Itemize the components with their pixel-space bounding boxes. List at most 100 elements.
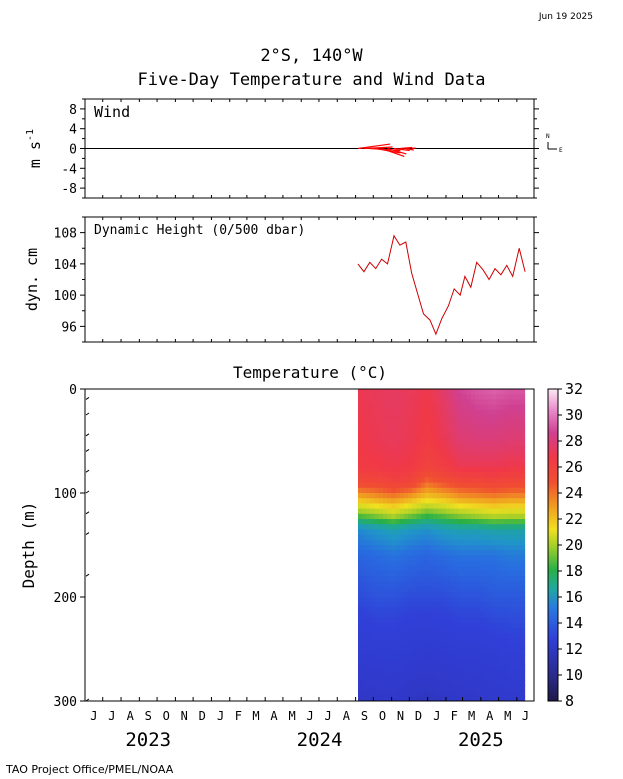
temp-cell: [458, 612, 464, 619]
temp-cell: [387, 513, 392, 520]
temp-cell: [487, 435, 493, 442]
temp-cell: [462, 539, 468, 546]
temp-cell: [454, 529, 459, 536]
temp-cell: [391, 690, 397, 697]
temp-cell: [458, 425, 464, 432]
temp-cell: [466, 565, 472, 572]
month-label: M: [504, 709, 511, 723]
temp-cell: [466, 550, 472, 556]
temp-cell: [420, 555, 426, 562]
temp-cell: [416, 415, 422, 421]
temp-ytick-label: 300: [54, 695, 77, 710]
temp-cell: [408, 680, 413, 686]
temp-cell: [441, 409, 447, 416]
temp-cell: [495, 617, 501, 624]
temp-cell: [479, 565, 484, 572]
temp-cell: [516, 633, 522, 640]
temp-cell: [474, 550, 480, 556]
temp-cell: [403, 399, 409, 406]
temp-cell: [374, 446, 380, 452]
temp-cell: [458, 581, 464, 588]
temp-cell: [479, 591, 484, 598]
temp-cell: [445, 493, 451, 499]
month-label: F: [235, 709, 242, 723]
temp-cell: [487, 664, 493, 671]
temp-cell: [462, 404, 468, 411]
temp-cell: [445, 482, 451, 489]
temp-cell: [399, 550, 405, 556]
temp-cell: [437, 695, 443, 701]
temp-cell: [512, 675, 518, 681]
temp-cell: [520, 446, 526, 452]
temp-cell: [412, 576, 418, 582]
temp-cell: [412, 607, 418, 614]
temp-cell: [357, 581, 363, 588]
temp-cell: [395, 638, 401, 645]
temp-cell: [470, 503, 476, 510]
temp-cell: [516, 545, 522, 551]
temp-cell: [366, 534, 372, 541]
temp-cell: [424, 493, 430, 499]
temp-cell: [466, 675, 472, 681]
temp-cell: [470, 399, 476, 406]
temp-cell: [466, 654, 472, 660]
temp-cell: [399, 425, 405, 432]
temp-cell: [441, 633, 447, 640]
temp-cell: [378, 415, 384, 421]
temp-cell: [395, 425, 401, 432]
temp-cell: [362, 539, 367, 546]
temp-cell: [504, 664, 510, 671]
temp-cell: [491, 404, 497, 411]
temp-cell: [495, 451, 501, 458]
temp-cell: [483, 545, 489, 551]
temp-cell: [491, 643, 497, 650]
temp-cell: [420, 513, 426, 520]
temp-cell: [516, 524, 522, 530]
temp-cell: [424, 617, 430, 624]
temp-cell: [441, 565, 447, 572]
temp-cell: [399, 409, 405, 416]
temp-cell: [370, 456, 376, 463]
temp-cell: [483, 534, 489, 541]
temp-cell: [408, 461, 413, 468]
temp-cell: [437, 430, 443, 437]
wind-vector: [387, 147, 407, 155]
temp-cell: [408, 638, 413, 645]
temp-cell: [441, 482, 447, 489]
temp-cell: [470, 420, 476, 426]
temp-cell: [429, 435, 434, 442]
temp-cell: [395, 581, 401, 588]
temp-cell: [378, 607, 384, 614]
temp-cell: [362, 482, 367, 489]
temp-cell: [416, 545, 422, 551]
temp-cell: [378, 664, 384, 671]
temp-cell: [520, 638, 526, 645]
temp-cell: [391, 503, 397, 510]
temp-cell: [500, 430, 505, 437]
temp-cell: [508, 441, 514, 447]
temp-cell: [362, 649, 367, 655]
temp-cell: [458, 659, 464, 666]
temp-cell: [520, 685, 526, 692]
temp-cell: [429, 467, 434, 473]
temp-cell: [437, 690, 443, 697]
temp-cell: [366, 571, 372, 577]
temp-cell: [470, 451, 476, 458]
temp-cell: [516, 550, 522, 556]
temp-cell: [454, 482, 459, 489]
temp-cell: [387, 597, 392, 603]
temp-cell: [445, 576, 451, 582]
temp-cell: [479, 420, 484, 426]
temp-cell: [504, 508, 510, 515]
temp-cell: [449, 446, 455, 452]
temp-cell: [366, 519, 372, 525]
temp-cell: [466, 539, 472, 546]
temp-cell: [416, 628, 422, 634]
temp-cell: [424, 399, 430, 406]
temp-cell: [520, 425, 526, 432]
temp-cell: [454, 685, 459, 692]
temp-cell: [416, 539, 422, 546]
temp-cell: [474, 571, 480, 577]
temp-cell: [470, 441, 476, 447]
temp-cell: [412, 472, 418, 478]
